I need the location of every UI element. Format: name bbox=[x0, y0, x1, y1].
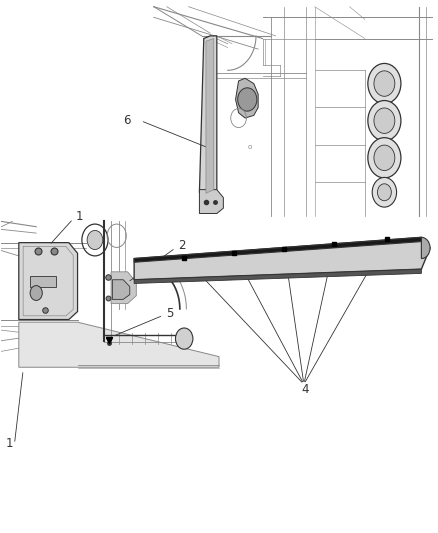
Circle shape bbox=[372, 177, 396, 207]
Polygon shape bbox=[19, 322, 219, 367]
Circle shape bbox=[374, 145, 395, 171]
Text: 1: 1 bbox=[6, 437, 13, 450]
Polygon shape bbox=[134, 237, 430, 280]
Text: 2: 2 bbox=[178, 239, 185, 252]
Text: 1: 1 bbox=[75, 209, 83, 223]
Polygon shape bbox=[236, 78, 258, 118]
Circle shape bbox=[374, 108, 395, 133]
Polygon shape bbox=[134, 269, 421, 284]
Text: 6: 6 bbox=[123, 114, 131, 127]
Circle shape bbox=[30, 286, 42, 301]
Circle shape bbox=[176, 328, 193, 349]
Polygon shape bbox=[199, 36, 217, 198]
Circle shape bbox=[368, 101, 401, 141]
Circle shape bbox=[87, 230, 103, 249]
Polygon shape bbox=[113, 280, 130, 300]
Text: 5: 5 bbox=[166, 306, 173, 320]
Polygon shape bbox=[19, 243, 78, 319]
Bar bbox=[30, 276, 56, 287]
Polygon shape bbox=[199, 190, 223, 214]
Circle shape bbox=[378, 184, 391, 201]
Text: 3: 3 bbox=[406, 257, 413, 270]
Polygon shape bbox=[111, 272, 136, 304]
Text: 4: 4 bbox=[302, 383, 309, 396]
Polygon shape bbox=[206, 38, 214, 193]
Circle shape bbox=[374, 71, 395, 96]
Wedge shape bbox=[421, 237, 430, 259]
Text: o: o bbox=[247, 144, 251, 150]
Circle shape bbox=[368, 63, 401, 104]
Circle shape bbox=[368, 138, 401, 178]
Polygon shape bbox=[134, 237, 421, 262]
Circle shape bbox=[238, 88, 257, 111]
